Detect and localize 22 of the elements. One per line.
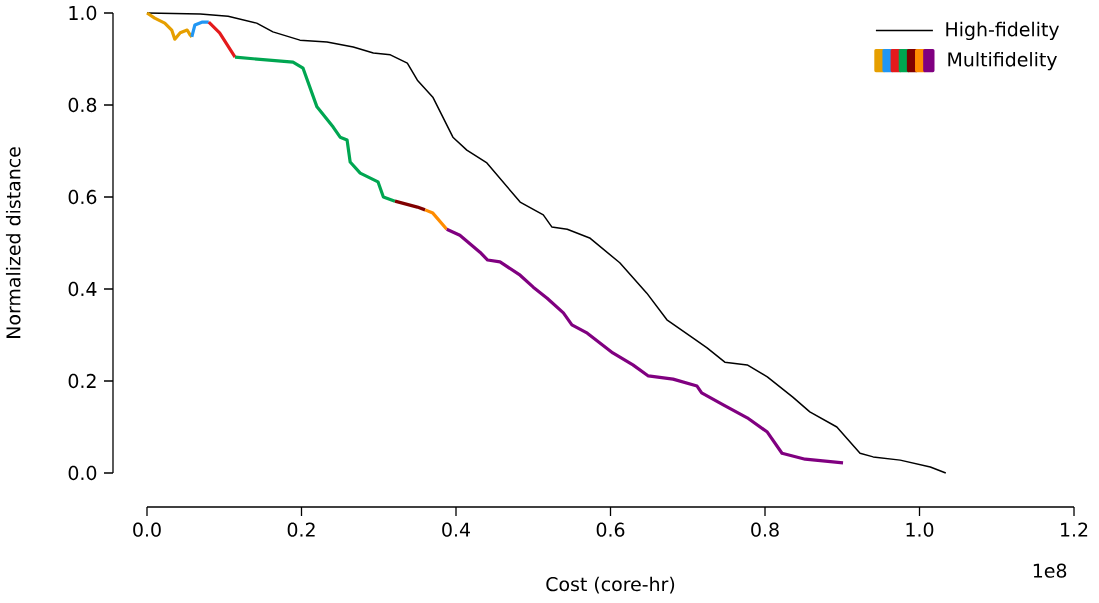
x-axis-title: Cost (core-hr) [546,576,675,594]
y-tick-label: 0.6 [68,189,97,205]
y-tick-label: 1.0 [69,5,97,21]
x-tick-label: 0.0 [133,522,161,537]
text: 1e8 [1033,563,1067,578]
line-series [233,55,397,203]
y-tick-label: 0.8 [68,97,97,113]
legend-label: High-fidelity [946,21,1060,41]
y-tick-label: 0.0 [68,465,97,481]
x-tick-label: 1.2 [1061,522,1088,537]
x-tick-label: 0.2 [287,522,315,537]
x-tick-label: 0.8 [751,522,779,537]
x-tick-label: 0.4 [442,522,470,537]
x-tick-label: 0.6 [596,522,625,537]
x-tick-label: 1.0 [906,522,934,537]
line-series [146,12,947,474]
legend-label: Multifidelity [948,51,1057,71]
y-axis-title: Normalized distance [5,147,21,338]
y-tick-label: 0.2 [68,373,96,389]
line-series [145,11,194,41]
line-series [445,227,845,465]
y-tick-label: 0.4 [68,281,97,297]
